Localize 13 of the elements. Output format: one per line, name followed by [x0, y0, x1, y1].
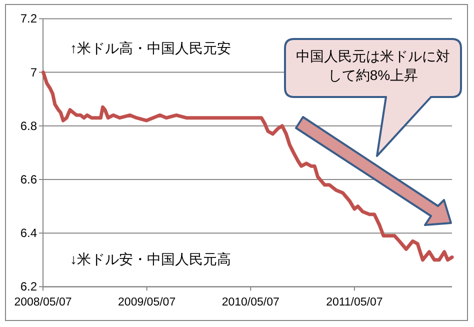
y-tick-label: 7	[30, 65, 38, 80]
annotation: 中国人民元は米ドルに対して約8%上昇	[295, 47, 451, 85]
annotation: ↑米ドル高・中国人民元安	[70, 40, 231, 56]
y-tick-label: 6.4	[20, 226, 38, 240]
y-tick-label: 6.8	[20, 118, 38, 133]
x-tick-label: 2010/05/07	[222, 296, 280, 309]
y-tick-label: 6.6	[20, 172, 38, 186]
x-tick-label: 2011/05/07	[326, 296, 383, 309]
x-tick-label: 2008/05/07	[14, 296, 72, 309]
x-tick-label: 2009/05/07	[118, 296, 176, 309]
annotation: ↓米ドル安・中国人民元高	[70, 251, 231, 267]
y-tick-label: 6.2	[20, 280, 38, 294]
y-tick-label: 7.2	[20, 12, 38, 26]
